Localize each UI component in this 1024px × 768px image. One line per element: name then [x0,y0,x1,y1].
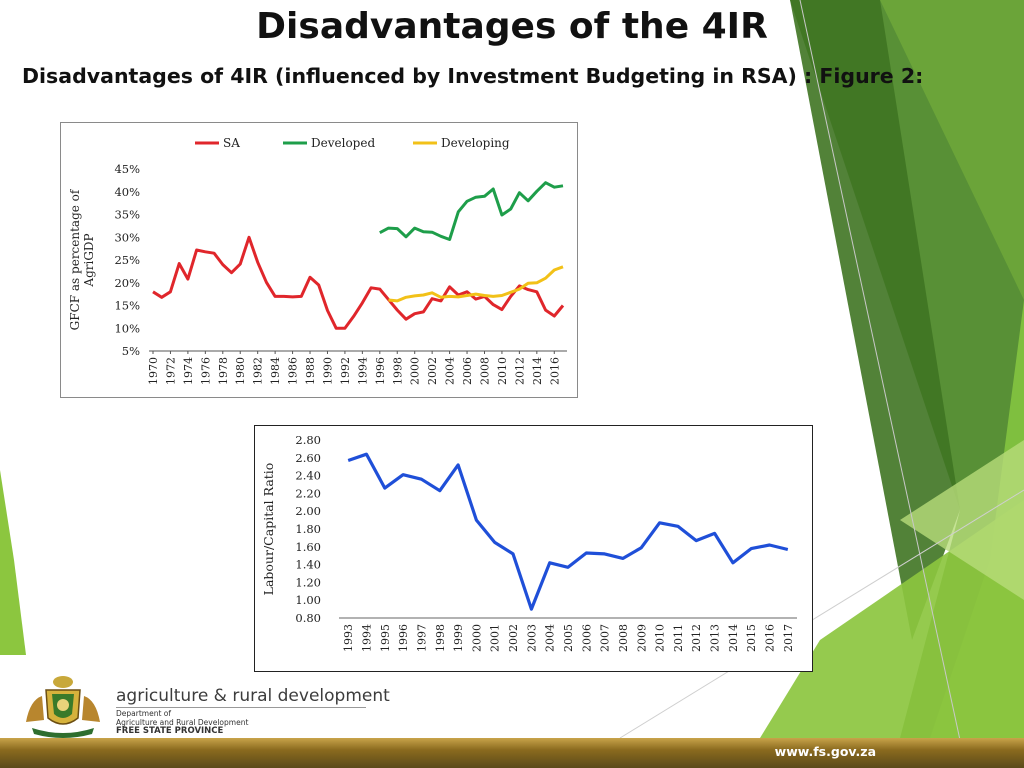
gfcf-chart-svg: 45% 40% 35% 30% 25% 20% 15% 10% 5% 1970 1972 1974 19… [68,136,567,385]
gfcf-x-tick-label: 2000 [409,357,422,385]
gfcf-x-tick-label: 2012 [513,357,526,385]
gfcf-y-tick-label: 30% [114,230,140,244]
labour-y-tick-label: 1.00 [295,593,321,607]
labour-y-tick-label: 2.00 [295,504,321,518]
gfcf-x-tick-label: 2016 [548,357,561,385]
gfcf-series-line-sa [152,235,565,330]
labour-x-tick-label: 2005 [562,624,575,652]
labour-x-tick-label: 2000 [470,624,483,652]
gfcf-x-tick-label: 2014 [531,357,544,385]
labour-y-axis-title: Labour/Capital Ratio [261,463,276,596]
labour-x-tick-label: 2016 [764,624,777,652]
labour-y-tick-label: 2.80 [295,433,321,447]
footer-department: Department of Agriculture and Rural Deve… [116,709,249,736]
gfcf-y-tick-label: 45% [114,162,140,176]
footer-dept-line3: FREE STATE PROVINCE [116,726,224,736]
gfcf-x-tick-label: 2004 [444,357,457,385]
labour-capital-chart-svg: 2.80 2.60 2.40 2.20 2.00 1.80 1.60 1.40 1.20 1.00… [261,433,797,652]
gfcf-chart: 45% 40% 35% 30% 25% 20% 15% 10% 5% 1970 1972 1974 19… [60,122,578,398]
footer-dept-line2: Agriculture and Rural Development [116,717,249,727]
gfcf-y-tick-label: 10% [114,321,140,335]
gfcf-x-tick-label: 1976 [199,357,212,385]
gfcf-y-tick-label: 40% [114,185,140,199]
gfcf-x-tick-label: 2008 [478,357,491,385]
labour-y-tick-label: 0.80 [295,611,321,625]
gfcf-series-line-developing [388,265,564,303]
gfcf-x-tick-label: 1982 [252,357,265,385]
gfcf-x-tick-label: 2006 [461,357,474,385]
gfcf-legend-label-sa: SA [223,136,240,150]
gfcf-x-tick-label: 2010 [496,357,509,385]
gfcf-y-tick-label: 5% [122,344,140,358]
gfcf-x-tick-label: 1994 [356,357,369,385]
labour-x-tick-label: 2006 [580,624,593,652]
labour-x-tick-label: 2002 [507,624,520,652]
labour-x-tick-label: 1998 [434,624,447,652]
labour-y-tick-label: 1.20 [295,575,321,589]
gfcf-x-tick-label: 1970 [147,357,160,385]
labour-y-tick-label: 1.60 [295,540,321,554]
labour-y-tick-label: 2.20 [295,486,321,500]
labour-x-tick-label: 2008 [617,624,630,652]
labour-x-tick-label: 2004 [544,624,557,652]
gfcf-x-tick-label: 1972 [164,357,177,385]
labour-x-tick-label: 1997 [415,624,428,652]
labour-x-tick-label: 2014 [727,624,740,652]
labour-x-tick-label: 2010 [654,624,667,652]
labour-x-tick-label: 2017 [782,624,795,652]
labour-x-tick-label: 2003 [525,624,538,652]
gfcf-legend-label-developing: Developing [441,136,510,150]
labour-x-tick-label: 2012 [690,624,703,652]
gfcf-y-tick-label: 25% [114,253,140,267]
slide-title: Disadvantages of the 4IR [256,6,768,47]
gfcf-x-tick-label: 1988 [304,357,317,385]
footer-brand: agriculture & rural development [116,686,390,706]
gfcf-x-tick-label: 1978 [217,357,230,385]
gfcf-x-tick-label: 1998 [391,357,404,385]
gfcf-series-line-developed [379,181,564,241]
slide-subtitle: Disadvantages of 4IR (influenced by Inve… [22,64,924,88]
labour-y-tick-label: 1.80 [295,522,321,536]
labour-x-tick-label: 2011 [672,624,685,652]
footer-logo-area [18,672,398,738]
labour-series-line [347,452,789,611]
labour-x-tick-label: 1999 [452,624,465,652]
gfcf-x-tick-label: 2002 [426,357,439,385]
labour-x-tick-label: 1994 [360,624,373,652]
labour-y-tick-label: 2.60 [295,451,321,465]
labour-x-tick-label: 1995 [379,624,392,652]
labour-x-tick-label: 2001 [489,624,502,652]
labour-capital-chart: 2.80 2.60 2.40 2.20 2.00 1.80 1.60 1.40 1.20 1.00… [254,425,813,672]
labour-x-tick-label: 1993 [342,624,355,652]
gfcf-legend-label-developed: Developed [311,136,375,150]
labour-x-tick-label: 1996 [397,624,410,652]
gfcf-x-tick-label: 1986 [287,357,300,385]
gfcf-x-tick-label: 1974 [182,357,195,385]
labour-x-tick-label: 2013 [709,624,722,652]
gfcf-y-axis-title: GFCF as percentage ofAgriGDP [68,188,96,330]
footer-dept-line1: Department of [116,709,171,718]
gfcf-y-tick-label: 15% [114,299,140,313]
labour-x-tick-label: 2009 [635,624,648,652]
coat-of-arms-icon [26,676,100,738]
gfcf-x-tick-label: 1984 [269,357,282,385]
gfcf-y-axis-title-group: GFCF as percentage ofAgriGDP [68,188,96,330]
gfcf-x-tick-label: 1992 [339,357,352,385]
labour-x-tick-label: 2007 [599,624,612,652]
gfcf-x-tick-label: 1980 [234,357,247,385]
gfcf-y-tick-label: 20% [114,276,140,290]
gfcf-y-tick-label: 35% [114,208,140,222]
footer-band [0,738,1024,768]
labour-y-tick-label: 2.40 [295,469,321,483]
gfcf-x-tick-label: 1990 [321,357,334,385]
gfcf-x-tick-label: 1996 [374,357,387,385]
footer-website: www.fs.gov.za [774,744,876,759]
labour-x-tick-label: 2015 [745,624,758,652]
footer-brand-divider [116,707,366,708]
labour-y-tick-label: 1.40 [295,558,321,572]
